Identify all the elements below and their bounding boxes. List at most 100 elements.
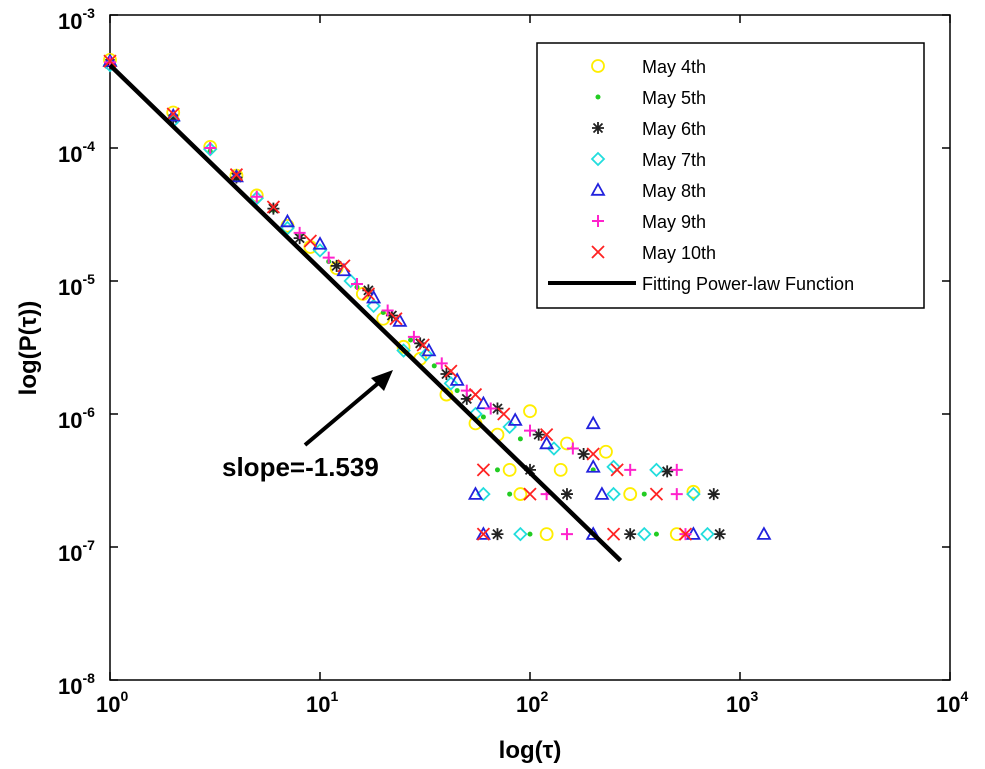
legend-item: Fitting Power-law Function — [548, 274, 854, 294]
data-point — [250, 190, 263, 203]
data-point — [507, 412, 523, 426]
data-point — [670, 463, 683, 476]
x-tick-label: 104 — [936, 688, 968, 717]
data-point — [266, 200, 281, 214]
data-point — [560, 528, 573, 541]
data-point — [653, 531, 659, 537]
data-point — [539, 527, 554, 542]
y-tick-label: 10-7 — [58, 537, 95, 566]
data-point — [491, 528, 504, 541]
data-point — [594, 486, 610, 500]
legend-label: Fitting Power-law Function — [642, 274, 854, 294]
data-point — [661, 465, 674, 478]
data-point — [476, 486, 491, 502]
data-point — [670, 488, 683, 501]
legend-item: May 4th — [591, 57, 706, 77]
data-point — [418, 347, 434, 362]
data-point — [435, 357, 448, 370]
data-point — [343, 273, 358, 289]
legend-label: May 5th — [642, 88, 706, 108]
x-tick-label: 102 — [516, 688, 548, 717]
legend-marker — [590, 182, 606, 196]
y-axis-ticks: 10-3 10-4 10-5 10-6 10-7 10-8 — [58, 5, 950, 699]
data-point — [686, 486, 701, 502]
data-point — [165, 107, 181, 122]
data-point — [686, 484, 701, 499]
data-point — [502, 462, 517, 477]
data-point — [389, 312, 403, 326]
data-point — [539, 427, 554, 442]
data-point — [546, 441, 562, 456]
legend-item: May 7th — [590, 150, 706, 170]
legend-item: May 8th — [590, 181, 706, 201]
data-point — [523, 487, 537, 501]
data-point — [267, 202, 280, 215]
x-axis-ticks: 100 101 102 103 104 — [96, 15, 968, 717]
data-point — [408, 337, 414, 343]
data-point — [707, 488, 720, 501]
y-tick-label: 10-8 — [58, 670, 95, 699]
data-point — [475, 395, 491, 410]
data-point — [623, 487, 638, 501]
legend: May 4th May 5th May 6th May 7th May 8th May 9… — [536, 42, 925, 309]
data-point — [322, 251, 335, 264]
legend-box — [536, 42, 925, 309]
legend-marker — [595, 94, 601, 100]
data-point — [361, 287, 376, 301]
data-point — [279, 213, 296, 228]
legend-item: May 6th — [592, 119, 706, 139]
data-point — [641, 491, 647, 497]
legend-label: May 6th — [642, 119, 706, 139]
data-point — [416, 338, 430, 352]
data-point — [449, 372, 465, 386]
data-point — [293, 226, 306, 239]
data-point — [476, 527, 491, 541]
data-point — [532, 428, 545, 441]
data-point — [606, 486, 621, 502]
data-point — [523, 404, 537, 419]
data-point — [700, 526, 715, 542]
data-point — [476, 463, 491, 477]
legend-marker — [591, 245, 605, 259]
data-point — [230, 171, 243, 184]
data-point — [517, 436, 523, 442]
data-point — [229, 168, 244, 182]
data-point — [636, 526, 652, 542]
data-point — [303, 234, 318, 248]
data-point — [586, 447, 600, 461]
data-point — [312, 236, 328, 250]
legend-label: May 9th — [642, 212, 706, 232]
legend-marker — [591, 59, 605, 73]
data-point — [756, 526, 772, 540]
series-may-10th — [103, 54, 693, 541]
data-point — [366, 298, 381, 314]
data-point — [381, 304, 394, 317]
data-point — [624, 528, 637, 541]
data-point — [204, 142, 217, 154]
data-point — [443, 376, 459, 391]
data-point — [421, 342, 437, 357]
data-point — [480, 414, 486, 420]
data-point — [585, 415, 601, 430]
y-tick-label: 10-5 — [58, 271, 95, 300]
data-point — [484, 402, 497, 415]
data-point — [649, 462, 664, 478]
legend-label: May 10th — [642, 243, 716, 263]
data-point — [362, 284, 375, 297]
annotation-arrow — [303, 373, 390, 447]
data-point — [350, 277, 363, 290]
annotation-arrowhead — [371, 370, 393, 391]
data-point — [103, 54, 117, 68]
legend-marker — [590, 151, 606, 167]
x-tick-label: 100 — [96, 688, 128, 717]
y-tick-label: 10-6 — [58, 404, 95, 433]
data-point — [513, 526, 528, 542]
data-point — [166, 107, 180, 121]
data-point — [513, 487, 528, 501]
slope-label: slope=-1.539 — [222, 452, 379, 482]
data-point — [475, 526, 491, 540]
data-point — [624, 463, 637, 476]
legend-item: May 10th — [591, 243, 716, 263]
data-point — [440, 367, 453, 380]
fit-line — [108, 63, 623, 563]
